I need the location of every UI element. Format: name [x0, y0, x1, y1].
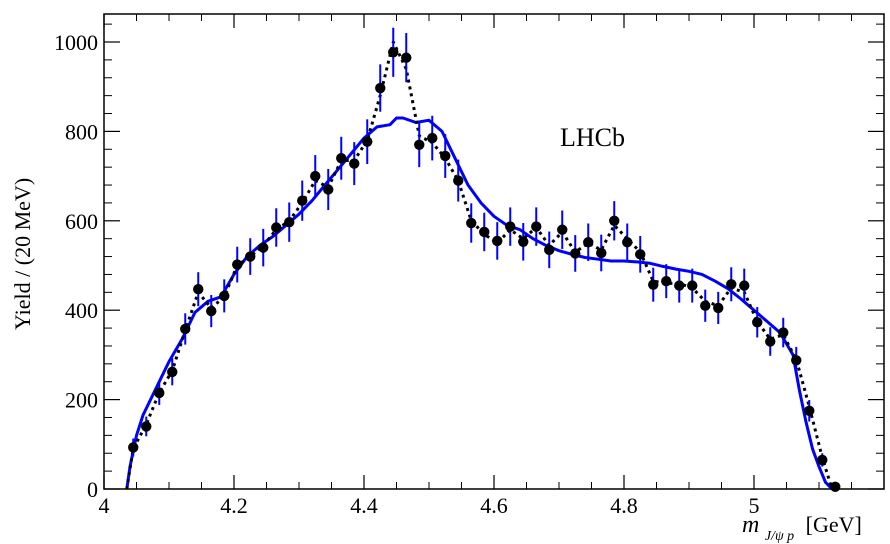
data-point: [739, 280, 750, 291]
fit-dotted-line: [125, 40, 834, 490]
data-point: [180, 323, 191, 335]
x-tick-label: 4.8: [610, 493, 638, 518]
data-point: [466, 217, 477, 229]
fit-solid-line: [125, 116, 834, 491]
lhcb-label: LHCb: [560, 123, 625, 152]
data-point: [414, 139, 425, 151]
data-point: [518, 236, 529, 248]
y-tick-label: 1000: [54, 30, 98, 55]
data-point: [765, 336, 776, 347]
x-tick-label: 4.4: [350, 493, 378, 518]
x-axis-title-main: m: [742, 512, 759, 538]
data-point: [193, 283, 204, 295]
data-point: [804, 405, 815, 416]
data-point: [271, 222, 282, 233]
data-point: [635, 249, 646, 260]
data-point: [479, 226, 490, 238]
y-axis-title: Yield / (20 MeV): [10, 178, 35, 330]
data-point: [778, 327, 789, 338]
data-point: [206, 305, 217, 317]
y-tick-label: 400: [65, 298, 98, 323]
x-tick-label: 4.2: [220, 493, 248, 518]
data-point: [219, 290, 230, 302]
data-point: [726, 279, 737, 290]
data-point: [323, 184, 334, 195]
x-tick-label: 4.6: [480, 493, 508, 518]
plot-area-border: [103, 13, 885, 490]
data-point: [817, 454, 828, 466]
y-tick-label: 600: [65, 209, 98, 234]
data-point: [622, 237, 633, 248]
x-tick-label: 4: [99, 493, 110, 518]
data-point: [258, 242, 269, 253]
x-tick-labels: 4 4.2 4.4 4.6 4.8 5: [99, 493, 760, 518]
axis-ticks: [103, 14, 884, 490]
data-point: [648, 279, 659, 290]
data-point: [505, 221, 516, 232]
y-tick-label: 800: [65, 119, 98, 144]
y-tick-labels: 0 200 400 600 800 1000: [54, 30, 98, 502]
fit-solid-curve: [125, 116, 834, 491]
x-tick-label: 5: [749, 493, 760, 518]
data-point: [128, 442, 139, 453]
data-point: [830, 481, 841, 492]
data-points: [128, 27, 841, 492]
data-point: [752, 317, 763, 328]
data-point: [427, 132, 438, 144]
data-point: [401, 52, 412, 63]
data-point: [544, 244, 555, 256]
plot-frame: [103, 13, 885, 490]
data-point: [661, 275, 672, 287]
data-point: [245, 251, 256, 262]
data-point: [492, 235, 503, 247]
data-point: [167, 366, 178, 378]
data-point: [310, 170, 321, 182]
data-point: [570, 248, 581, 259]
data-point: [596, 247, 607, 259]
data-point: [375, 82, 386, 94]
data-point: [362, 136, 373, 147]
data-point: [583, 237, 594, 248]
data-point: [336, 153, 347, 164]
data-point: [284, 216, 295, 228]
data-point: [440, 150, 451, 162]
svg-text:m J/ψ p [GeV]: m J/ψ p [GeV]: [742, 512, 862, 544]
x-axis-title: m J/ψ p [GeV]: [742, 512, 862, 544]
data-point: [791, 355, 802, 366]
data-point: [232, 259, 243, 270]
data-point: [531, 221, 542, 232]
data-point: [687, 280, 698, 291]
data-point: [453, 175, 464, 186]
data-point: [297, 195, 308, 206]
y-tick-label: 0: [87, 477, 98, 502]
data-point: [713, 302, 724, 314]
data-point: [700, 300, 711, 311]
x-axis-title-sub: J/ψ p: [765, 529, 794, 544]
x-axis-title-unit: [GeV]: [806, 512, 862, 537]
data-point: [388, 47, 399, 58]
data-point: [609, 215, 620, 226]
data-point: [154, 387, 165, 399]
data-point: [674, 280, 685, 291]
fit-dotted-curve: [125, 40, 834, 490]
y-tick-label: 200: [65, 388, 98, 413]
data-point: [349, 158, 360, 169]
data-point: [141, 421, 152, 432]
data-point: [557, 224, 568, 235]
